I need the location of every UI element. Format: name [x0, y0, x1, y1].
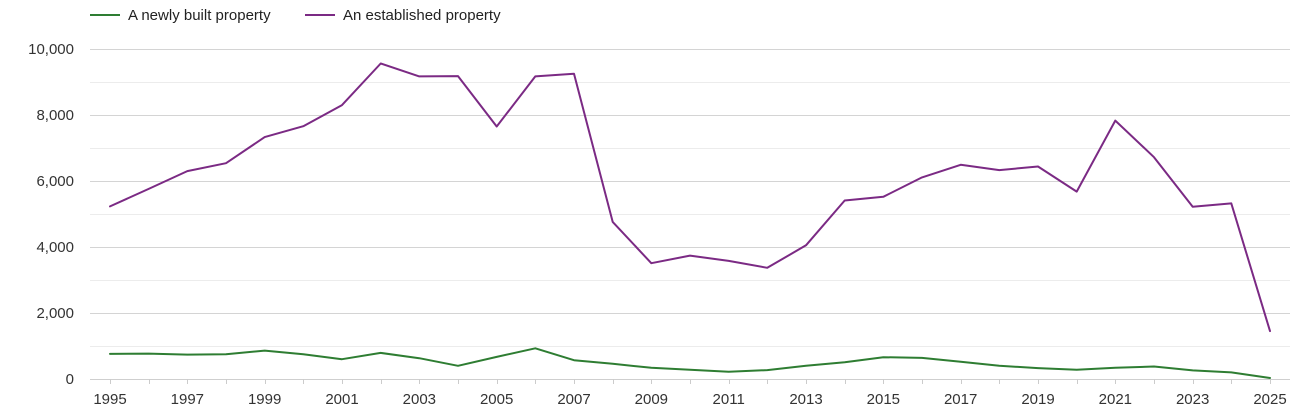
data-point	[109, 205, 111, 207]
x-tick-label: 2007	[557, 391, 590, 408]
data-point	[225, 353, 227, 355]
legend-item-0: A newly built property	[90, 7, 271, 24]
series-0	[109, 347, 1271, 379]
y-axis: 0 2,000 4,000 6,000 8,000 10,000	[28, 41, 74, 388]
legend-label: An established property	[343, 7, 501, 24]
data-point	[1269, 330, 1271, 332]
data-point	[264, 136, 266, 138]
data-point	[612, 221, 614, 223]
x-tick-label: 1999	[248, 391, 281, 408]
data-point	[148, 353, 150, 355]
legend-label: A newly built property	[128, 7, 271, 24]
y-tick-label: 2,000	[36, 305, 74, 322]
data-point	[882, 356, 884, 358]
x-tick-label: 2003	[403, 391, 436, 408]
legend: A newly built property An established pro…	[90, 7, 501, 24]
data-point	[1230, 371, 1232, 373]
data-point	[1269, 377, 1271, 379]
data-point	[264, 350, 266, 352]
data-point	[1076, 191, 1078, 193]
data-point	[418, 357, 420, 359]
data-point	[1037, 367, 1039, 369]
data-point	[844, 200, 846, 202]
data-point	[960, 164, 962, 166]
y-tick-label: 6,000	[36, 173, 74, 190]
series-line	[109, 347, 1271, 379]
data-point	[534, 347, 536, 349]
x-tick-label: 2023	[1176, 391, 1209, 408]
data-point	[534, 75, 536, 77]
data-point	[1114, 120, 1116, 122]
data-point	[728, 371, 730, 373]
x-tick-label: 2005	[480, 391, 513, 408]
data-point	[302, 125, 304, 127]
legend-item-1: An established property	[305, 7, 501, 24]
y-tick-label: 10,000	[28, 41, 74, 58]
data-point	[1153, 366, 1155, 368]
data-point	[1076, 369, 1078, 371]
data-point	[1230, 202, 1232, 204]
data-point	[728, 260, 730, 262]
data-point	[805, 365, 807, 367]
x-tick-label: 1997	[171, 391, 204, 408]
data-point	[457, 365, 459, 367]
series-line	[109, 62, 1271, 333]
data-point	[186, 354, 188, 356]
data-point	[496, 356, 498, 358]
data-point	[921, 176, 923, 178]
data-point	[882, 196, 884, 198]
x-tick-label: 2015	[867, 391, 900, 408]
data-point	[302, 353, 304, 355]
data-point	[650, 262, 652, 264]
data-point	[1192, 206, 1194, 208]
data-point	[225, 162, 227, 164]
data-point	[612, 363, 614, 365]
data-point	[148, 188, 150, 190]
data-point	[186, 170, 188, 172]
data-point	[457, 75, 459, 77]
data-point	[1153, 156, 1155, 158]
data-point	[1192, 369, 1194, 371]
data-point	[380, 352, 382, 354]
data-point	[573, 73, 575, 75]
data-point	[341, 104, 343, 106]
x-tick-label: 2017	[944, 391, 977, 408]
data-point	[650, 367, 652, 369]
data-point	[960, 361, 962, 363]
data-point	[766, 267, 768, 269]
grid	[90, 49, 1290, 380]
data-point	[998, 169, 1000, 171]
x-tick-label: 2025	[1253, 391, 1286, 408]
data-point	[1037, 166, 1039, 168]
x-tick-label: 2011	[713, 391, 745, 408]
x-tick-label: 2021	[1099, 391, 1132, 408]
series-group	[109, 62, 1271, 379]
y-tick-label: 0	[66, 371, 74, 388]
data-point	[341, 358, 343, 360]
x-tick-label: 2019	[1021, 391, 1054, 408]
x-tick-label: 2009	[635, 391, 668, 408]
data-point	[496, 126, 498, 128]
data-point	[766, 369, 768, 371]
x-axis: 1995 1997 1999 2001 2003 2005 2007 2009 2011 2013…	[93, 379, 1287, 408]
data-point	[805, 244, 807, 246]
data-point	[380, 63, 382, 65]
data-point	[109, 353, 111, 355]
x-tick-label: 2013	[789, 391, 822, 408]
data-point	[689, 255, 691, 257]
data-point	[689, 369, 691, 371]
series-1	[109, 62, 1271, 333]
data-point	[573, 359, 575, 361]
x-tick-label: 2001	[325, 391, 358, 408]
data-point	[921, 357, 923, 359]
x-tick-label: 1995	[93, 391, 126, 408]
data-point	[418, 75, 420, 77]
data-point	[844, 361, 846, 363]
data-point	[1114, 367, 1116, 369]
y-tick-label: 8,000	[36, 107, 74, 124]
y-tick-label: 4,000	[36, 239, 74, 256]
data-point	[998, 365, 1000, 367]
